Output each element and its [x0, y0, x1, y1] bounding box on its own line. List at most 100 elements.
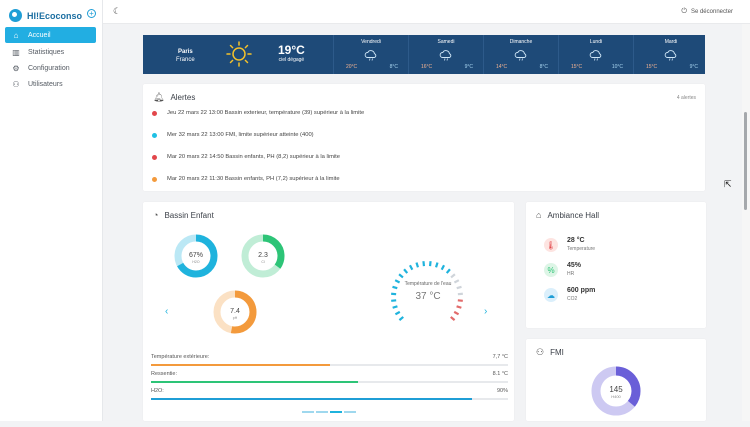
stat-value: 90% [497, 388, 508, 394]
pager-dot[interactable] [302, 411, 314, 413]
temp-gauge-tick [410, 265, 412, 269]
stat-label: Température extérieure: [151, 354, 209, 360]
alert-item[interactable]: Mer 32 mars 22 13:00 FMI, limite supérie… [152, 130, 314, 140]
forecast-high: 8°C [390, 64, 398, 70]
nav-label: Accueil [28, 32, 51, 39]
next-arrow-icon[interactable]: › [484, 306, 487, 317]
ambiance-text: 45%HR [567, 262, 581, 278]
scrollbar-thumb[interactable] [744, 112, 747, 210]
donut-label: pH [233, 316, 238, 320]
percent-icon: % [544, 263, 558, 277]
logout-button[interactable]: ⏻ Se déconnecter [681, 8, 733, 16]
scrollbar[interactable] [742, 24, 750, 421]
nav-item-configuration[interactable]: ⚙Configuration [5, 60, 96, 76]
temp-gauge-tick [399, 317, 403, 320]
forecast-day-name: Samedi [409, 39, 483, 45]
fmi-label: H400 [611, 394, 621, 399]
donut-value: 7.4 [230, 308, 240, 315]
rain-cloud-icon [364, 48, 378, 66]
alert-status-dot [152, 177, 157, 182]
nav-label: Configuration [28, 65, 70, 72]
stat-value: 8.1 °C [493, 371, 508, 377]
rain-cloud-icon [589, 48, 603, 66]
stat-row: Température extérieure: 7,7 °C [151, 354, 508, 360]
logo-icon [9, 9, 22, 22]
ambiance-value: 45% [567, 262, 581, 270]
stat-value: 7,7 °C [493, 354, 508, 360]
nav-item-accueil[interactable]: ⌂Accueil [5, 27, 96, 43]
temp-gauge-tick [454, 312, 458, 314]
alert-item[interactable]: Mar 20 mars 22 14:50 Bassin enfants, PH … [152, 152, 340, 162]
forecast-high: 9°C [690, 64, 698, 70]
forecast-high: 8°C [540, 64, 548, 70]
ambiance-label: CO2 [567, 295, 595, 303]
alert-item[interactable]: Mar 20 mars 22 11:30 Bassin enfants, PH … [152, 174, 340, 184]
forecast-low: 15°C [646, 64, 657, 70]
donut-value: 2.3 [258, 252, 268, 259]
dark-mode-toggle-icon[interactable]: ☾ [113, 6, 121, 17]
ambiance-value: 600 ppm [567, 287, 595, 295]
ambiance-title-text: Ambiance Hall [547, 211, 599, 220]
water-temp-value: 37 °C [383, 291, 473, 302]
home-icon: ⌂ [536, 210, 541, 220]
nav-item-utilisateurs[interactable]: ⚇Utilisateurs [5, 76, 96, 92]
stat-label: H2O: [151, 388, 164, 394]
rain-cloud-icon [439, 48, 453, 66]
alert-item[interactable]: Jeu 22 mars 22 13:00 Bassin exterieur, t… [152, 108, 364, 118]
stat-row: H2O: 90% [151, 388, 508, 394]
nav-item-statistiques[interactable]: ▥ Statistiques [5, 44, 96, 60]
ambiance-title: ⌂ Ambiance Hall [536, 210, 599, 220]
cloud-icon: ☁︎ [544, 288, 558, 302]
temp-gauge-tick [404, 269, 407, 273]
prev-arrow-icon[interactable]: ‹ [165, 306, 168, 317]
temp-gauge-tick [399, 274, 403, 277]
forecast-day-name: Mardi [634, 39, 708, 45]
forecast-day: Mardi 15°C 9°C [633, 35, 708, 74]
stat-bar-fill [151, 381, 358, 383]
forecast-high: 10°C [612, 64, 623, 70]
forecast-day-name: Vendredi [334, 39, 408, 45]
stat-bar-fill [151, 398, 472, 400]
alert-text: Jeu 22 mars 22 13:00 Bassin exterieur, t… [167, 110, 364, 116]
rain-cloud-icon [514, 48, 528, 66]
add-circle-icon[interactable]: + [87, 9, 96, 18]
alert-status-dot [152, 111, 157, 116]
temp-gauge-tick [393, 306, 398, 307]
bassin-title-text: Bassin Enfant [164, 211, 213, 220]
weather-desc: ciel dégagé [278, 57, 305, 63]
top-bar: ☾ ⏻ Se déconnecter [103, 0, 750, 24]
nav-label: Statistiques [28, 49, 64, 56]
stat-row: Ressentie:8.1 °C [151, 371, 508, 377]
alert-text: Mer 32 mars 22 13:00 FMI, limite supérie… [167, 132, 314, 138]
temp-gauge-tick [395, 312, 399, 314]
mouse-cursor-icon: ⇱ [724, 179, 732, 190]
temp-gauge-tick [451, 274, 455, 277]
donut-gauge: 67%H2O [178, 238, 214, 274]
ambiance-label: HR [567, 270, 581, 278]
app-logo[interactable]: HI!Ecoconso [9, 9, 82, 22]
chart-bars-icon: ▥ [12, 48, 20, 56]
logout-label: Se déconnecter [691, 9, 733, 15]
country-name: France [176, 57, 195, 63]
pager-dot[interactable] [344, 411, 356, 413]
power-icon: ⏻ [681, 8, 687, 16]
alerts-title-text: Alertes [170, 93, 195, 102]
alert-text: Mar 20 mars 22 14:50 Bassin enfants, PH … [167, 154, 340, 160]
pager-dot-active[interactable] [330, 411, 342, 413]
stat-bar-fill [151, 364, 330, 366]
temp-gauge-tick [451, 317, 455, 320]
pager-dot[interactable] [316, 411, 328, 413]
alert-status-dot [152, 133, 157, 138]
forecast-low: 14°C [496, 64, 507, 70]
